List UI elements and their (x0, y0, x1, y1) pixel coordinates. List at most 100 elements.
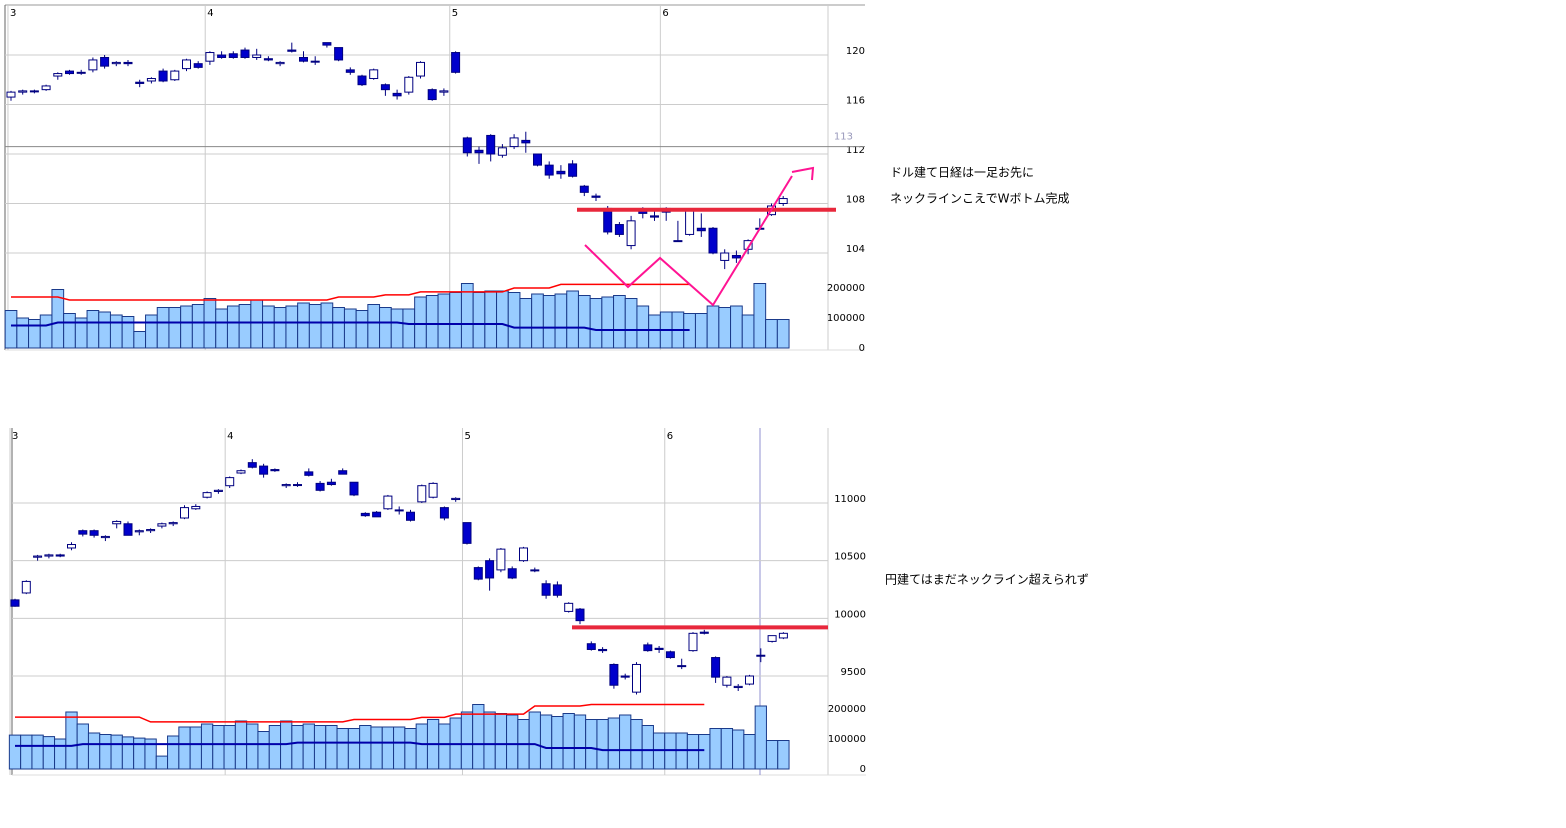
candle-body (270, 469, 280, 472)
volume-bar (297, 302, 310, 349)
month-label: 6 (667, 431, 673, 442)
candle-body (451, 497, 461, 501)
volume-bar (133, 737, 146, 770)
candle-body (146, 529, 156, 532)
candle-body (383, 495, 393, 510)
candle-body (225, 477, 235, 487)
candle-body (497, 147, 507, 156)
volume-bar (180, 305, 193, 349)
candle-body (685, 210, 695, 235)
volume-bar (343, 308, 357, 349)
volume-bar (460, 283, 474, 349)
volume-bar (585, 719, 598, 770)
volume-bar (573, 714, 587, 770)
candle-body (406, 511, 415, 521)
candle-body (157, 523, 167, 527)
candle-body (439, 90, 449, 93)
volume-bar (200, 723, 214, 770)
volume-bar (630, 719, 643, 770)
volume-bar (449, 292, 462, 349)
volume-bar (4, 310, 18, 349)
volume-bar (460, 711, 474, 770)
candle-body (123, 523, 133, 536)
volume-bar (507, 292, 521, 349)
candle-body (486, 134, 496, 155)
arrow-head (791, 166, 815, 181)
candle-body (417, 485, 427, 503)
volume-bar (98, 311, 111, 349)
volume-bar (336, 728, 349, 770)
volume-bar (54, 738, 67, 770)
volume-bar (765, 319, 778, 349)
w-bottom-sketch (584, 175, 793, 307)
month-label: 4 (207, 8, 213, 19)
candle-body (643, 644, 653, 652)
candle-body (287, 49, 297, 52)
volume-bar (215, 308, 228, 349)
candle-body (541, 583, 551, 596)
candle-body (451, 52, 461, 73)
volume-bar (257, 731, 270, 770)
candle-body (462, 522, 472, 544)
candle-body (33, 555, 43, 558)
candle-body (345, 69, 355, 73)
volume-bar (8, 734, 22, 770)
y-tick-label: 11000 (834, 494, 866, 505)
candle-body (708, 227, 718, 254)
candle-body (259, 465, 269, 475)
volume-bar (262, 305, 275, 349)
candle-body (191, 505, 201, 510)
candle-body (521, 139, 531, 144)
month-label: 3 (12, 431, 18, 442)
volume-tick-label: 0 (860, 764, 866, 775)
volume-bar (542, 295, 556, 349)
candle-body (394, 509, 404, 512)
volume-bar (20, 734, 33, 770)
candle-body (100, 535, 110, 539)
volume-bar (741, 314, 755, 349)
candle-body (632, 663, 641, 693)
volume-bar (39, 314, 53, 349)
y-tick-label: 120 (846, 46, 865, 57)
volume-bar (320, 302, 334, 349)
candle-body (767, 635, 777, 642)
volume-bar (99, 734, 112, 770)
candle-body (299, 56, 308, 62)
candle-body (88, 59, 98, 71)
volume-bar (402, 308, 416, 349)
candle-body (304, 471, 314, 476)
volume-bar (494, 713, 508, 770)
candle-body (213, 489, 223, 492)
volume-tick-label: 200000 (827, 283, 865, 294)
volume-bar (291, 725, 304, 770)
volume-bar (743, 734, 756, 770)
candle-body (699, 631, 709, 634)
candle-body (530, 569, 540, 572)
volume-bar (754, 705, 767, 770)
volume-bar (381, 726, 395, 770)
candle-body (275, 61, 285, 65)
volume-bar (777, 740, 790, 770)
candle-body (134, 530, 144, 533)
candle-body (202, 492, 212, 498)
volume-bar (42, 736, 56, 770)
volume-bar (519, 298, 533, 349)
y-tick-label: 112 (846, 145, 865, 156)
volume-bar (648, 314, 661, 349)
candle-body (756, 654, 766, 657)
volume-bar (619, 714, 632, 770)
candle-body (673, 240, 683, 243)
candle-body (650, 215, 659, 218)
volume-bar (308, 304, 322, 349)
candle-body (293, 484, 302, 487)
month-label: 6 (662, 8, 668, 19)
candle-body (654, 647, 664, 650)
volume-bar (273, 307, 287, 349)
volume-bar (313, 725, 327, 770)
volume-bar (110, 734, 123, 770)
candle-body (598, 648, 608, 652)
month-label: 4 (227, 431, 233, 442)
volume-bar (121, 736, 135, 770)
candle-body (519, 547, 528, 562)
candle-body (404, 76, 414, 93)
